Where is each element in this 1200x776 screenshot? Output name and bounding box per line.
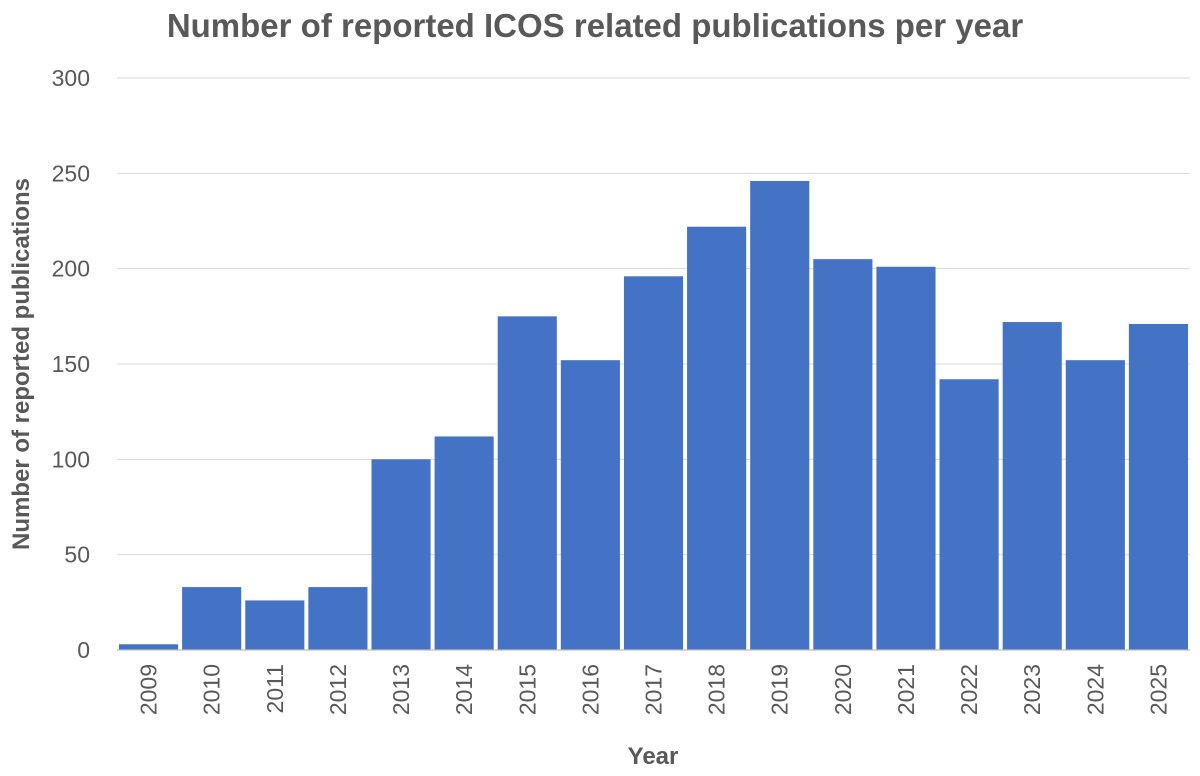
x-tick-label: 2020 [830,664,856,715]
bar-2025 [1128,323,1188,650]
y-tick-label: 100 [52,446,90,472]
x-tick-label: 2018 [704,664,730,715]
y-tick-label: 200 [52,256,90,282]
y-axis-title: Number of reported publications [8,178,35,550]
x-tick-label: 2025 [1145,664,1171,715]
x-tick-label: 2011 [262,664,288,713]
x-tick-label: 2023 [1019,664,1045,715]
x-tick-label: 2024 [1082,664,1108,715]
x-tick-label: 2012 [325,664,351,715]
x-tick-label: 2021 [893,664,919,715]
x-axis-title: Year [628,743,679,770]
bar-2023 [1002,322,1062,650]
y-axis-ticks: 0 50 100 150 200 250 300 [52,65,90,663]
bar-2019 [750,180,810,650]
bar-2014 [434,436,494,650]
bar-2016 [560,360,620,650]
y-tick-label: 0 [77,637,90,663]
y-tick-label: 50 [64,542,90,568]
x-tick-label: 2010 [199,664,225,715]
chart-title: Number of reported ICOS related publicat… [167,7,1024,44]
bars [119,180,1188,650]
bar-2017 [623,276,684,650]
bar-2018 [687,226,747,650]
x-axis-ticks: 2009 2010 2011 2012 2013 2014 2015 2016 2017 2018… [136,664,1172,715]
bar-2011 [245,600,305,650]
y-tick-label: 150 [52,351,90,377]
x-tick-label: 2019 [767,664,793,715]
y-tick-label: 300 [52,65,90,91]
x-tick-label: 2017 [641,664,667,715]
bar-2012 [308,587,368,650]
bar-2010 [182,587,242,650]
x-tick-label: 2013 [388,664,414,715]
x-tick-label: 2016 [577,664,603,715]
x-tick-label: 2015 [514,664,540,715]
bar-2022 [939,379,999,650]
bar-2021 [876,266,936,650]
bar-2020 [813,259,873,650]
x-tick-label: 2014 [451,664,477,715]
bar-2009 [119,644,179,650]
x-tick-label: 2009 [136,664,162,715]
bar-2013 [371,459,431,650]
bar-2024 [1065,360,1125,650]
x-tick-label: 2022 [956,664,982,715]
bar-2015 [497,316,557,650]
y-tick-label: 250 [52,160,90,186]
